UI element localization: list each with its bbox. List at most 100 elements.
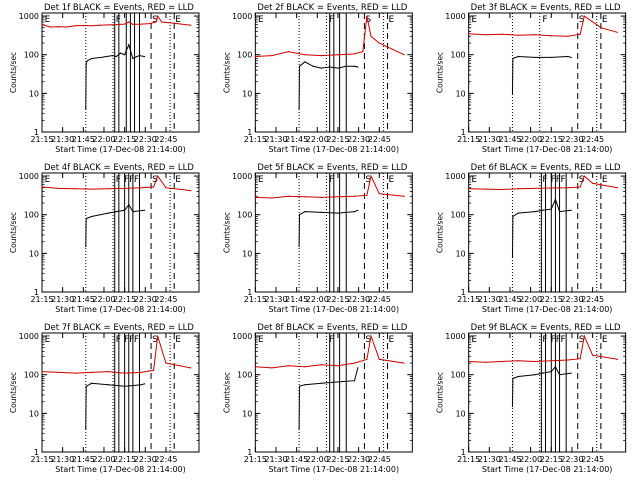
x-axis-label: Start Time (17-Dec-08 21:14:00) (55, 145, 186, 154)
chart-panel-2: Det 2f BLACK = Events, RED = LLD 1 10 100 10… (222, 3, 413, 154)
data-point (366, 194, 368, 196)
x-tick-label: 22:45 (154, 295, 177, 304)
data-point (90, 25, 93, 27)
x-tick-label: 22:45 (154, 135, 177, 144)
data-point (616, 358, 618, 360)
data-point (124, 385, 126, 387)
data-point (517, 360, 519, 362)
flag-label: S (152, 15, 158, 25)
data-point (579, 33, 581, 35)
data-point (542, 372, 544, 374)
y-tick-label: 1 (461, 128, 466, 137)
x-tick-label: 21:15 (244, 295, 267, 304)
y-tick-label: 10 (242, 249, 252, 258)
x-tick-label: 21:15 (457, 135, 480, 144)
x-tick-label: 22:00 (306, 455, 329, 464)
data-point (143, 55, 146, 58)
data-point (287, 195, 289, 197)
data-point (570, 372, 572, 374)
data-point (320, 196, 323, 199)
data-point (512, 215, 514, 218)
chart-panel-4: Det 4f BLACK = Events, RED = LLD 1 10 100 10… (9, 163, 200, 314)
data-point (100, 56, 103, 59)
data-point (128, 44, 130, 46)
data-point (378, 42, 380, 44)
data-point (484, 34, 486, 36)
data-point (517, 34, 519, 36)
x-tick-label: 22:30 (134, 455, 157, 464)
y-tick-label: 10 (29, 409, 39, 418)
data-point (157, 175, 159, 177)
data-point (468, 188, 470, 190)
x-tick-label: 21:30 (51, 135, 74, 144)
data-point (534, 211, 536, 213)
data-point (554, 366, 557, 368)
flag-label: E (471, 175, 477, 185)
flag-label: E (45, 335, 51, 345)
flag-label: F (116, 335, 121, 345)
data-point (583, 15, 585, 17)
data-point (534, 360, 536, 363)
chart-title: Det 2f BLACK = Events, RED = LLD (257, 3, 407, 13)
data-point (115, 24, 117, 26)
data-point (304, 366, 306, 368)
series-line-events (512, 55, 572, 94)
data-point (511, 256, 514, 258)
data-point (190, 24, 192, 26)
data-point (132, 23, 134, 25)
data-point (140, 23, 142, 25)
data-point (484, 361, 486, 363)
y-tick-label: 1000 (19, 332, 39, 341)
x-tick-label: 21:30 (264, 455, 287, 464)
series-line-events (298, 61, 358, 109)
data-point (567, 55, 569, 58)
data-point (550, 360, 552, 362)
data-point (370, 35, 372, 37)
x-tick-label: 22:00 (306, 295, 329, 304)
data-point (353, 65, 356, 67)
y-tick-label: 1000 (232, 12, 252, 21)
data-point (115, 211, 117, 213)
data-point (403, 362, 405, 364)
data-point (143, 383, 146, 385)
y-tick-label: 100 (24, 211, 39, 220)
data-point (298, 214, 301, 216)
data-point (271, 197, 273, 199)
chart-title: Det 6f BLACK = Events, RED = LLD (471, 163, 621, 173)
data-point (304, 54, 306, 56)
data-point (370, 175, 372, 177)
data-point (554, 198, 557, 200)
data-point (567, 35, 569, 37)
data-point (157, 335, 159, 337)
flag-label: F (116, 175, 121, 185)
data-point (353, 195, 356, 197)
chart-panel-8: Det 8f BLACK = Events, RED = LLD 1 10 100 10… (222, 323, 413, 474)
y-tick-label: 10 (455, 409, 465, 418)
y-tick-label: 100 (237, 371, 252, 380)
plot-frame (468, 12, 627, 133)
data-point (143, 209, 146, 211)
x-axis-label: Start Time (17-Dec-08 21:14:00) (269, 305, 400, 314)
data-point (570, 56, 572, 59)
data-point (337, 196, 339, 198)
flag-label: S (152, 175, 158, 185)
data-point (74, 188, 76, 190)
data-point (271, 54, 273, 57)
series-line-lld (255, 16, 405, 57)
x-axis-label: Start Time (17-Dec-08 21:14:00) (482, 465, 613, 474)
data-point (90, 188, 93, 190)
data-point (107, 24, 109, 26)
flag-label: S (365, 175, 371, 185)
y-axis-label: Counts/sec (9, 212, 18, 253)
data-point (542, 209, 544, 211)
chart-title: Det 1f BLACK = Events, RED = LLD (44, 3, 194, 13)
data-point (86, 60, 89, 62)
flag-label: S (579, 175, 585, 185)
data-point (353, 53, 356, 55)
flag-label: E (389, 175, 395, 185)
data-point (501, 188, 503, 191)
data-point (173, 22, 175, 24)
data-point (85, 62, 87, 64)
x-tick-label: 22:15 (540, 295, 563, 304)
data-point (119, 52, 122, 54)
